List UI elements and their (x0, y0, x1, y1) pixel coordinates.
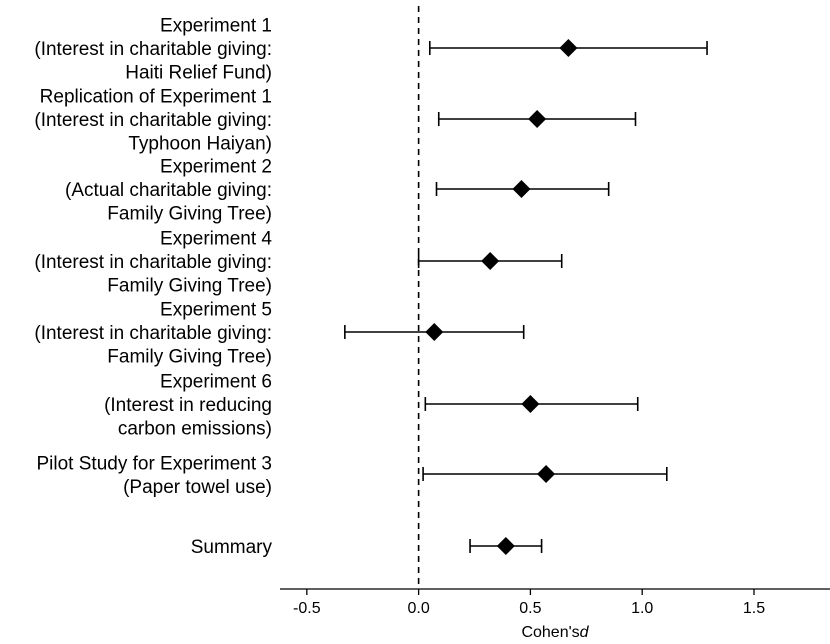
effect-size-point (425, 323, 444, 341)
study-label-line: (Interest in charitable giving: (34, 39, 272, 60)
study-label-line: Experiment 6 (160, 372, 272, 393)
study-label-line: (Interest in charitable giving: (34, 323, 272, 344)
effect-size-row (469, 537, 543, 555)
x-axis-ticks: -0.5 0.0 0.5 1.0 1.5 (293, 589, 765, 617)
study-label: Replication of Experiment 1(Interest in … (34, 87, 272, 155)
study-label-line: (Interest in charitable giving: (34, 252, 272, 273)
x-tick-label: 0.5 (519, 600, 541, 617)
effect-size-point (496, 537, 515, 555)
study-label-line: Summary (191, 537, 273, 558)
study-label-line: Pilot Study for Experiment 3 (37, 453, 273, 474)
study-label-line: (Interest in charitable giving: (34, 110, 272, 131)
x-tick-label: 1.5 (743, 600, 765, 617)
study-labels: Experiment 1(Interest in charitable givi… (34, 16, 272, 559)
effect-size-row (428, 39, 708, 57)
study-label-line: (Actual charitable giving: (65, 180, 272, 201)
effect-size-point (537, 465, 556, 483)
study-label-line: (Interest in reducing (104, 395, 272, 416)
study-label: Pilot Study for Experiment 3 (Paper towel… (37, 453, 273, 498)
study-label: Experiment 1(Interest in charitable givi… (34, 16, 272, 84)
study-label: Summary (191, 537, 273, 558)
study-label: Experiment 2(Actual charitable giving: Fa… (65, 157, 272, 225)
effect-size-row (417, 252, 563, 270)
study-label-line: Experiment 2 (160, 157, 272, 178)
x-axis-label: Cohen'sd (521, 624, 589, 641)
x-axis-label-text: Cohen's (521, 624, 579, 641)
study-label-line: Family Giving Tree) (107, 347, 272, 368)
study-label-line: Experiment 1 (160, 16, 272, 37)
x-tick-label: 1.0 (631, 600, 653, 617)
x-axis-label-italic: d (580, 624, 590, 641)
effect-size-point (512, 180, 531, 198)
study-label-line: Haiti Relief Fund) (125, 63, 272, 84)
study-label-line: Experiment 5 (160, 300, 272, 321)
study-label: Experiment 5(Interest in charitable givi… (34, 300, 272, 368)
study-label-line: (Paper towel use) (123, 477, 272, 498)
effect-size-point (559, 39, 578, 57)
study-label-line: Family Giving Tree) (107, 204, 272, 225)
effect-size-row (422, 465, 668, 483)
effect-size-point (528, 110, 547, 128)
study-label: Experiment 6(Interest in reducing carbon … (104, 372, 272, 440)
effect-size-row (424, 395, 639, 413)
effect-size-point (481, 252, 500, 270)
study-label-line: Typhoon Haiyan) (128, 134, 272, 155)
study-label-line: carbon emissions) (118, 419, 272, 440)
effect-size-row (435, 180, 610, 198)
study-label: Experiment 4(Interest in charitable givi… (34, 229, 272, 297)
x-tick-label: -0.5 (293, 600, 321, 617)
effect-size-row (344, 323, 525, 341)
study-label-line: Experiment 4 (160, 229, 272, 250)
effect-size-point (521, 395, 540, 413)
x-tick-label: 0.0 (407, 600, 429, 617)
effect-size-rows (344, 39, 708, 555)
study-label-line: Family Giving Tree) (107, 276, 272, 297)
study-label-line: Replication of Experiment 1 (40, 87, 272, 108)
effect-size-row (437, 110, 637, 128)
